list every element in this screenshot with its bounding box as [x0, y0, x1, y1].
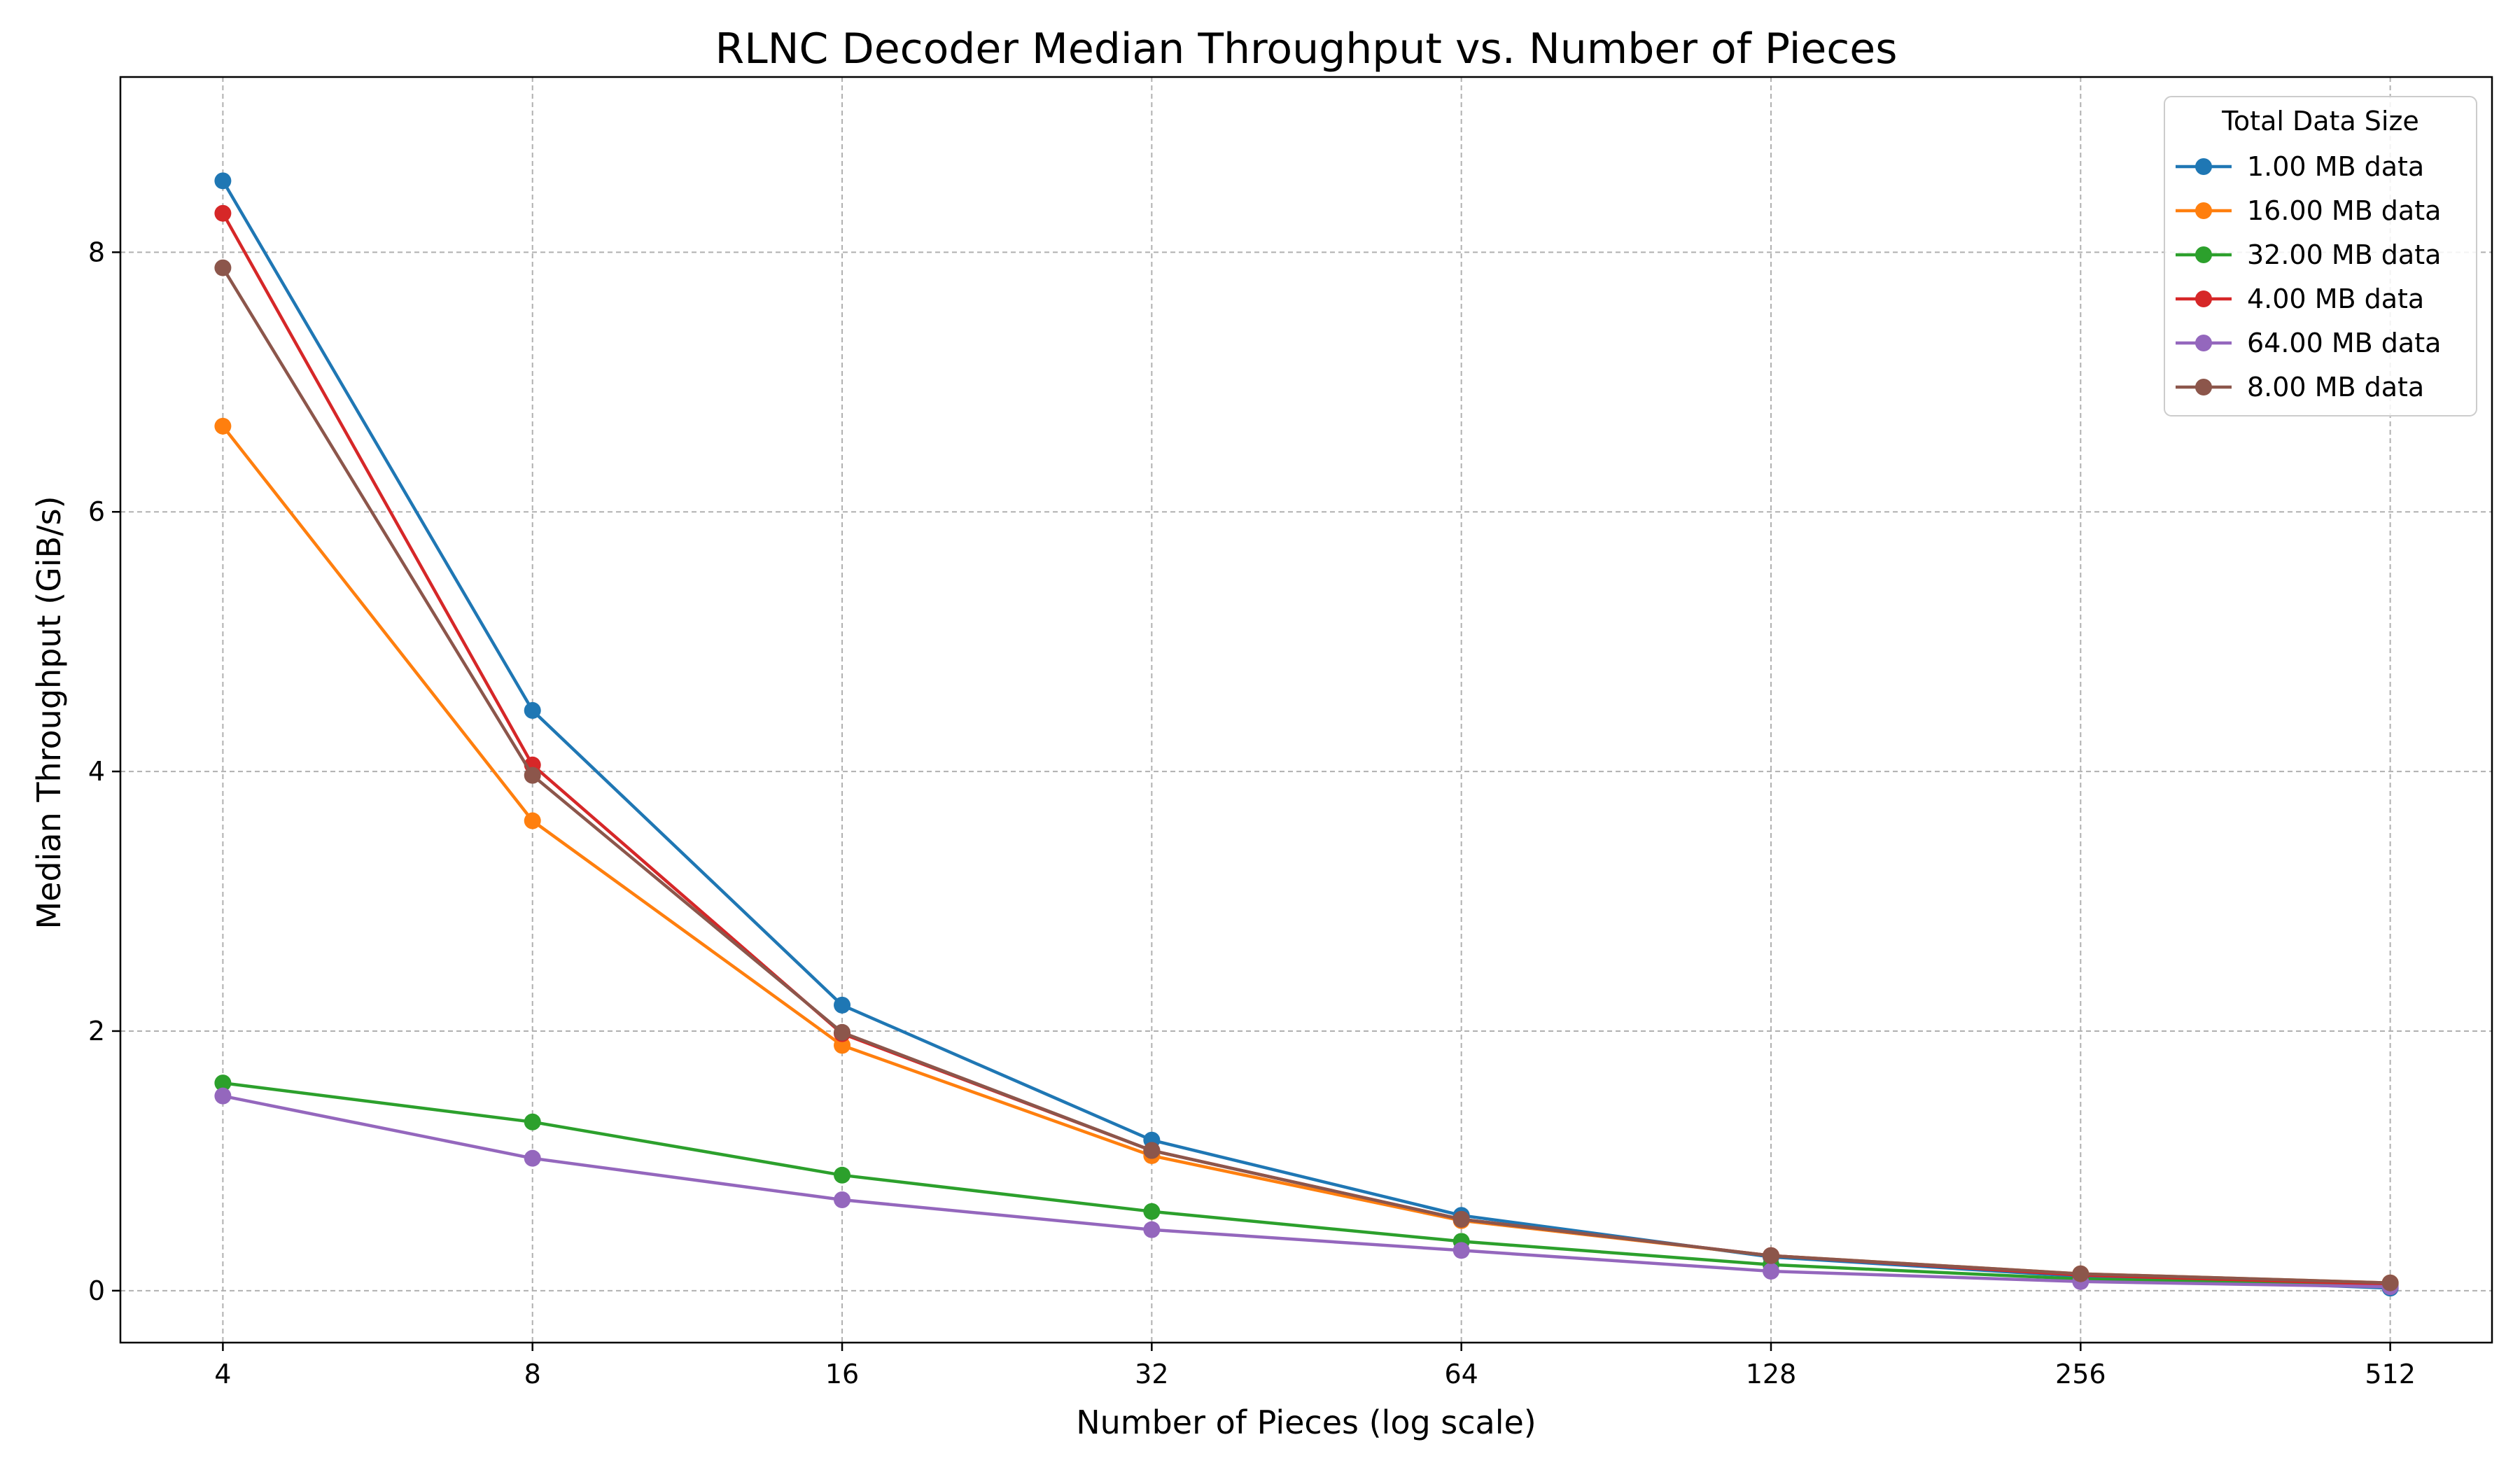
series-line-32-00-mb-data: [223, 1081, 2390, 1287]
legend-entry-32-00-mb-data: 32.00 MB data: [2176, 239, 2441, 270]
x-tick-label: 16: [825, 1359, 859, 1390]
x-tick-label: 256: [2055, 1359, 2106, 1390]
legend-label: 1.00 MB data: [2247, 151, 2424, 182]
data-point-64-00-mb-data: [834, 1191, 851, 1209]
data-point-8-00-mb-data: [1762, 1247, 1779, 1264]
legend-entry-4-00-mb-data: 4.00 MB data: [2176, 284, 2424, 314]
x-tick-label: 128: [1746, 1359, 1797, 1390]
legend-box: [2164, 96, 2477, 416]
data-point-32-00-mb-data: [1143, 1203, 1161, 1220]
axis-ticks: 4 8 16 32 64 128 256 512 0 2 4 6 8: [88, 237, 2416, 1390]
legend-label: 64.00 MB data: [2247, 328, 2441, 358]
data-point-8-00-mb-data: [214, 259, 232, 276]
data-point-32-00-mb-data: [524, 1113, 541, 1130]
y-axis-label: Median Throughput (GiB/s): [30, 496, 68, 929]
data-point-8-00-mb-data: [2072, 1265, 2090, 1282]
legend-label: 4.00 MB data: [2247, 284, 2424, 314]
data-point-1-00-mb-data: [524, 701, 541, 719]
plot-frame: [119, 76, 2493, 1344]
series-line-8-00-mb-data: [221, 267, 2390, 1284]
x-tick-label: 32: [1135, 1359, 1168, 1390]
legend-swatch-marker: [2195, 335, 2212, 351]
x-tick-label: 512: [2365, 1359, 2416, 1390]
y-tick-label: 6: [88, 496, 105, 527]
data-point-8-00-mb-data: [1143, 1142, 1161, 1159]
data-point-16-00-mb-data: [834, 1037, 851, 1054]
plot-series: [214, 172, 2399, 1297]
x-tick-label: 8: [524, 1359, 541, 1390]
data-point-4-00-mb-data: [214, 204, 232, 222]
data-point-16-00-mb-data: [524, 812, 541, 830]
legend-swatch-marker: [2195, 158, 2212, 175]
legend-swatch-marker: [2195, 246, 2212, 263]
legend-label: 8.00 MB data: [2247, 372, 2424, 402]
data-point-1-00-mb-data: [214, 172, 232, 190]
data-point-8-00-mb-data: [834, 1023, 851, 1041]
legend-swatch-marker: [2195, 379, 2212, 396]
data-point-64-00-mb-data: [524, 1149, 541, 1167]
data-point-64-00-mb-data: [214, 1087, 232, 1105]
legend-label: 32.00 MB data: [2247, 239, 2441, 270]
y-tick-label: 0: [88, 1275, 105, 1306]
y-tick-label: 4: [88, 756, 105, 787]
data-point-32-00-mb-data: [214, 1074, 232, 1092]
legend-label: 16.00 MB data: [2247, 195, 2441, 226]
legend-entry-64-00-mb-data: 64.00 MB data: [2176, 328, 2441, 358]
data-point-64-00-mb-data: [1143, 1221, 1161, 1238]
legend-title: Total Data Size: [2221, 106, 2419, 136]
y-tick-label: 8: [88, 237, 105, 267]
chart-title: RLNC Decoder Median Throughput vs. Numbe…: [715, 24, 1898, 74]
data-point-8-00-mb-data: [2381, 1274, 2399, 1292]
y-tick-label: 2: [88, 1016, 105, 1046]
legend-swatch-marker: [2195, 290, 2212, 307]
data-point-64-00-mb-data: [1452, 1242, 1470, 1259]
legend-entry-8-00-mb-data: 8.00 MB data: [2176, 372, 2424, 402]
data-point-16-00-mb-data: [214, 417, 232, 435]
data-point-64-00-mb-data: [1762, 1263, 1779, 1280]
data-point-8-00-mb-data: [524, 766, 541, 784]
data-point-32-00-mb-data: [834, 1166, 851, 1184]
x-axis-label: Number of Pieces (log scale): [1076, 1404, 1536, 1441]
data-point-8-00-mb-data: [1452, 1210, 1470, 1228]
data-point-1-00-mb-data: [834, 996, 851, 1014]
x-tick-label: 4: [214, 1359, 231, 1390]
series-line-64-00-mb-data: [222, 1094, 2390, 1289]
grid: [120, 77, 2492, 1343]
x-tick-label: 64: [1444, 1359, 1478, 1390]
legend-entry-16-00-mb-data: 16.00 MB data: [2176, 195, 2441, 226]
series-8-00-mb-data: [214, 259, 2399, 1292]
legend-entry-1-00-mb-data: 1.00 MB data: [2176, 151, 2424, 182]
legend-swatch-marker: [2195, 202, 2212, 219]
legend: Total Data Size 1.00 MB data 16.00 MB dat…: [2164, 96, 2477, 416]
